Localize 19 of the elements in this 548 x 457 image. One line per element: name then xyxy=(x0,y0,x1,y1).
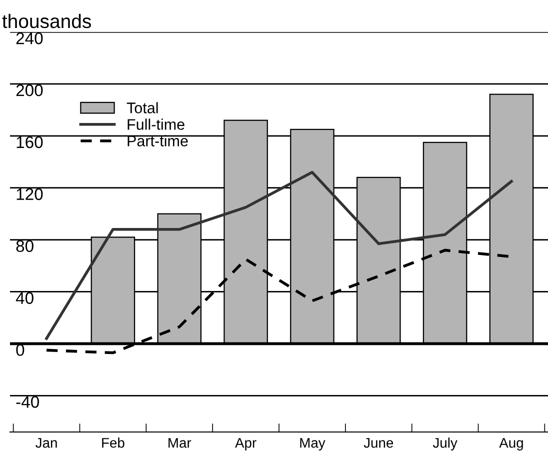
y-tick-label: 120 xyxy=(16,188,43,200)
x-tick-label: July xyxy=(432,438,458,451)
y-tick-label: 80 xyxy=(16,240,34,252)
x-tick-label: May xyxy=(300,438,326,451)
y-axis-title: thousands xyxy=(2,14,91,28)
y-tick-label: 160 xyxy=(16,136,43,148)
legend-label: Total xyxy=(126,102,158,114)
legend-label: Full-time xyxy=(128,118,184,130)
y-tick-label: 40 xyxy=(16,292,34,304)
x-tick-label: Apr xyxy=(235,438,256,451)
x-tick-label: Mar xyxy=(168,438,192,448)
y-tick-label: 240 xyxy=(16,32,43,44)
y-tick-label: 200 xyxy=(16,84,43,96)
x-tick-label: Jan xyxy=(36,438,57,448)
x-tick-label: June xyxy=(364,438,394,448)
legend-label: Part-time xyxy=(128,135,188,146)
x-tick-label: Feb xyxy=(102,438,124,448)
x-tick-label: Aug xyxy=(499,438,523,451)
y-tick-label: -40 xyxy=(16,396,39,408)
